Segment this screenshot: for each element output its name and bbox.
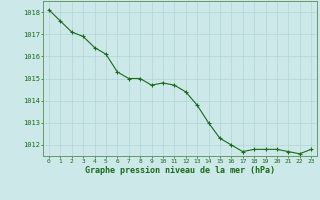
X-axis label: Graphe pression niveau de la mer (hPa): Graphe pression niveau de la mer (hPa) [85, 166, 275, 175]
